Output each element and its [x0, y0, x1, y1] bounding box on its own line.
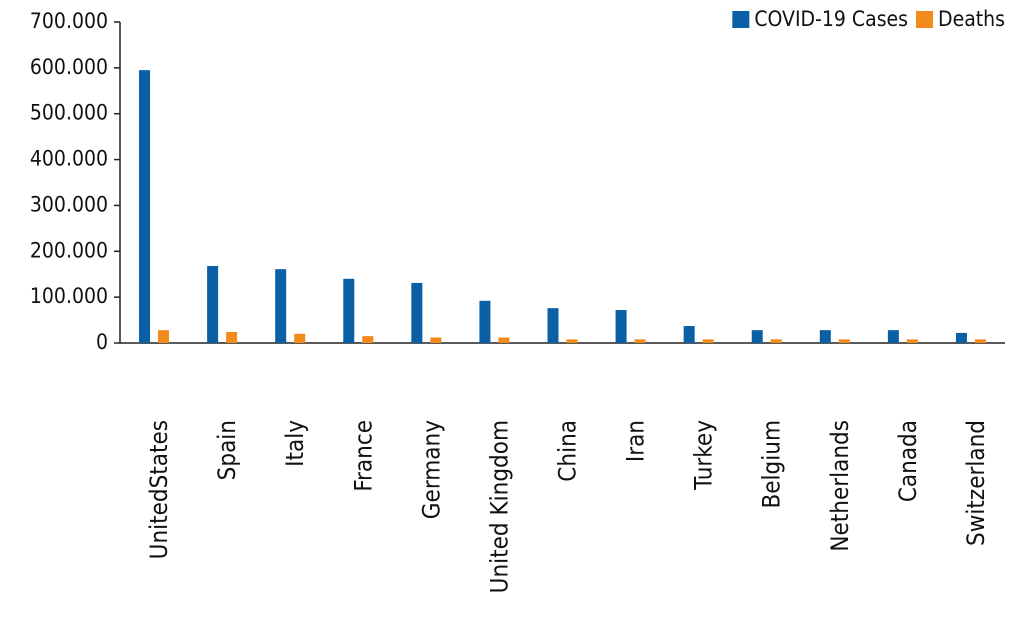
bar [479, 300, 491, 343]
bar [906, 339, 918, 343]
bar [411, 282, 423, 343]
bar [770, 339, 782, 343]
bar [343, 278, 355, 343]
y-tick-label: 700.000 [30, 9, 108, 33]
bar [226, 331, 238, 343]
y-tick-label: 0 [96, 330, 108, 354]
x-tick-label: Belgium [758, 420, 786, 509]
bar [838, 339, 850, 343]
x-tick-label: Italy [281, 420, 309, 467]
bar [566, 339, 578, 343]
bar [430, 337, 442, 343]
bar [615, 309, 627, 343]
x-tick-label: Switzerland [962, 420, 990, 546]
legend-swatch [732, 11, 750, 28]
bar [498, 337, 510, 343]
y-tick-label: 400.000 [30, 147, 108, 171]
bar [751, 330, 763, 343]
x-tick-label: UnitedStates [145, 420, 173, 559]
bar [634, 339, 646, 343]
y-tick-label: 200.000 [30, 238, 108, 262]
y-tick-label: 300.000 [30, 192, 108, 216]
y-tick-label: 600.000 [30, 55, 108, 79]
legend-label: COVID-19 Cases [754, 7, 908, 31]
bar [275, 269, 287, 343]
bar [139, 70, 151, 344]
x-tick-label: Canada [894, 420, 922, 502]
legend-label: Deaths [938, 7, 1005, 31]
bar [207, 265, 219, 343]
bar [702, 339, 714, 343]
bar [294, 333, 306, 343]
x-tick-label: United Kingdom [485, 420, 513, 593]
x-tick-label: Iran [622, 420, 650, 462]
y-tick-label: 500.000 [30, 101, 108, 125]
bar [887, 330, 899, 343]
x-tick-label: France [349, 420, 377, 492]
x-tick-label: Germany [417, 420, 445, 519]
legend-swatch [916, 11, 934, 28]
x-tick-label: Netherlands [826, 420, 854, 552]
x-tick-label: China [554, 420, 582, 482]
bar [158, 330, 170, 343]
bar [819, 330, 831, 343]
bar [974, 339, 986, 343]
x-tick-label: Spain [213, 420, 241, 480]
x-tick-label: Turkey [690, 420, 718, 491]
bar [362, 336, 374, 343]
bar [683, 326, 695, 343]
y-tick-label: 100.000 [30, 284, 108, 308]
bar [955, 332, 967, 343]
bar [547, 308, 559, 343]
